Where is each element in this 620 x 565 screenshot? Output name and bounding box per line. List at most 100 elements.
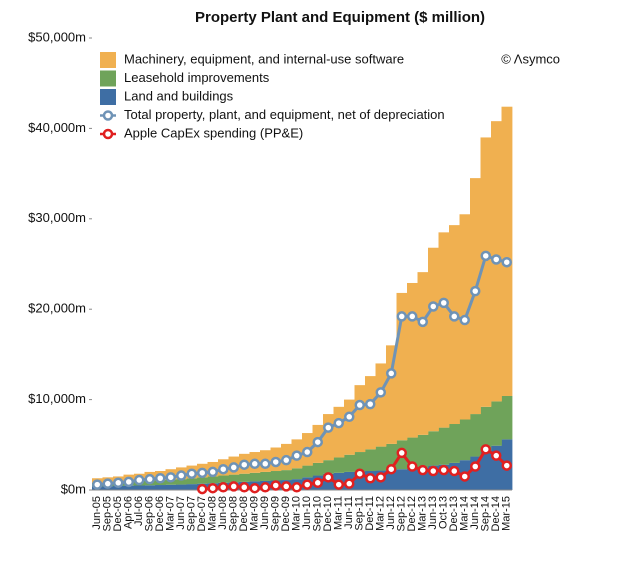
point bbox=[228, 481, 239, 492]
y-tick-label: $10,000m bbox=[28, 391, 86, 406]
stack-segment bbox=[396, 292, 408, 441]
point bbox=[449, 465, 460, 477]
point bbox=[291, 450, 302, 461]
x-tick-label: Mar-14 bbox=[459, 496, 471, 531]
point bbox=[249, 482, 260, 494]
legend-swatch bbox=[100, 52, 116, 68]
stack-segment bbox=[386, 443, 397, 471]
point bbox=[260, 482, 271, 493]
point bbox=[218, 463, 229, 475]
x-tick-label: Dec-13 bbox=[448, 496, 460, 531]
stack-segment bbox=[501, 395, 513, 440]
point bbox=[491, 254, 502, 265]
point bbox=[176, 470, 187, 481]
x-tick-label: Oct-13 bbox=[438, 496, 450, 529]
point bbox=[155, 472, 166, 484]
stack-segment bbox=[323, 460, 334, 474]
x-tick-label: Sep-05 bbox=[102, 496, 114, 531]
stack-segment bbox=[438, 464, 450, 490]
stack-segment bbox=[407, 437, 418, 469]
stack-segment bbox=[491, 401, 502, 446]
point bbox=[197, 483, 208, 495]
point bbox=[197, 467, 208, 479]
point bbox=[302, 479, 313, 490]
stack-segment bbox=[438, 427, 450, 465]
chart-title: Property Plant and Equipment ($ million) bbox=[195, 9, 485, 26]
point bbox=[449, 311, 460, 322]
stack-segment bbox=[386, 345, 397, 444]
stack-segment bbox=[323, 414, 334, 461]
y-tick-label: $20,000m bbox=[28, 301, 86, 316]
x-tick-label: Dec-08 bbox=[238, 496, 250, 531]
point bbox=[333, 417, 344, 429]
point bbox=[407, 461, 418, 472]
x-tick-label: Jun-13 bbox=[427, 496, 439, 530]
stack-segment bbox=[417, 272, 429, 435]
stack-segment bbox=[480, 137, 492, 407]
point bbox=[438, 297, 449, 309]
point bbox=[354, 399, 365, 411]
point bbox=[501, 460, 512, 471]
x-tick-label: Mar-13 bbox=[417, 496, 429, 531]
x-tick-label: Mar-12 bbox=[375, 496, 387, 531]
stack-segment bbox=[480, 452, 492, 490]
stack-segment bbox=[407, 282, 418, 438]
point bbox=[207, 466, 218, 478]
x-tick-label: Jun-10 bbox=[301, 496, 313, 530]
point bbox=[281, 454, 292, 466]
point bbox=[291, 482, 302, 493]
point bbox=[354, 468, 365, 479]
point bbox=[480, 250, 491, 262]
point bbox=[365, 472, 376, 484]
point bbox=[92, 479, 103, 490]
stack-segment bbox=[417, 434, 429, 468]
x-tick-label: Sep-08 bbox=[228, 496, 240, 531]
point bbox=[333, 479, 344, 490]
stack-segment bbox=[365, 449, 376, 472]
point bbox=[438, 464, 449, 476]
point bbox=[260, 458, 271, 470]
x-tick-label: Sep-06 bbox=[144, 496, 156, 531]
stack-segment bbox=[155, 485, 166, 490]
annotation: © Λsymco bbox=[501, 51, 560, 66]
legend-label: Total property, plant, and equipment, ne… bbox=[124, 107, 445, 122]
x-tick-label: Sep-07 bbox=[186, 496, 198, 531]
point bbox=[323, 422, 334, 433]
stack-segment bbox=[449, 424, 460, 463]
x-tick-label: Dec-07 bbox=[196, 496, 208, 531]
x-tick-label: Mar-11 bbox=[333, 496, 345, 530]
x-tick-label: Apr-06 bbox=[123, 496, 135, 529]
stack-segment bbox=[354, 471, 366, 490]
point bbox=[491, 450, 502, 461]
stack-segment bbox=[302, 465, 313, 478]
legend-label: Apple CapEx spending (PP&E) bbox=[124, 125, 303, 140]
stack-segment bbox=[417, 467, 429, 490]
point bbox=[459, 471, 470, 482]
stack-segment bbox=[375, 363, 387, 447]
point bbox=[365, 398, 376, 410]
x-tick-label: Jul-06 bbox=[133, 496, 145, 526]
x-tick-label: Dec-14 bbox=[490, 496, 502, 531]
stack-segment bbox=[470, 456, 481, 490]
point bbox=[270, 456, 281, 468]
x-tick-label: Jun-09 bbox=[259, 496, 271, 530]
stack-segment bbox=[365, 376, 376, 450]
stack-segment bbox=[333, 406, 345, 458]
point bbox=[470, 461, 481, 472]
y-tick-label: $50,000m bbox=[28, 29, 86, 44]
stack-segment bbox=[207, 476, 219, 484]
stack-segment bbox=[239, 473, 250, 482]
x-tick-label: Mar-08 bbox=[207, 496, 219, 531]
point bbox=[218, 482, 229, 493]
stack-segment bbox=[396, 469, 408, 490]
point bbox=[428, 465, 439, 477]
stack-segment bbox=[186, 484, 198, 490]
x-tick-label: Sep-09 bbox=[270, 496, 282, 531]
point bbox=[123, 476, 134, 488]
x-tick-label: Mar-10 bbox=[291, 496, 303, 531]
point bbox=[375, 472, 386, 483]
stack-segment bbox=[165, 484, 177, 490]
stack-segment bbox=[123, 485, 135, 490]
stack-segment bbox=[407, 468, 418, 490]
